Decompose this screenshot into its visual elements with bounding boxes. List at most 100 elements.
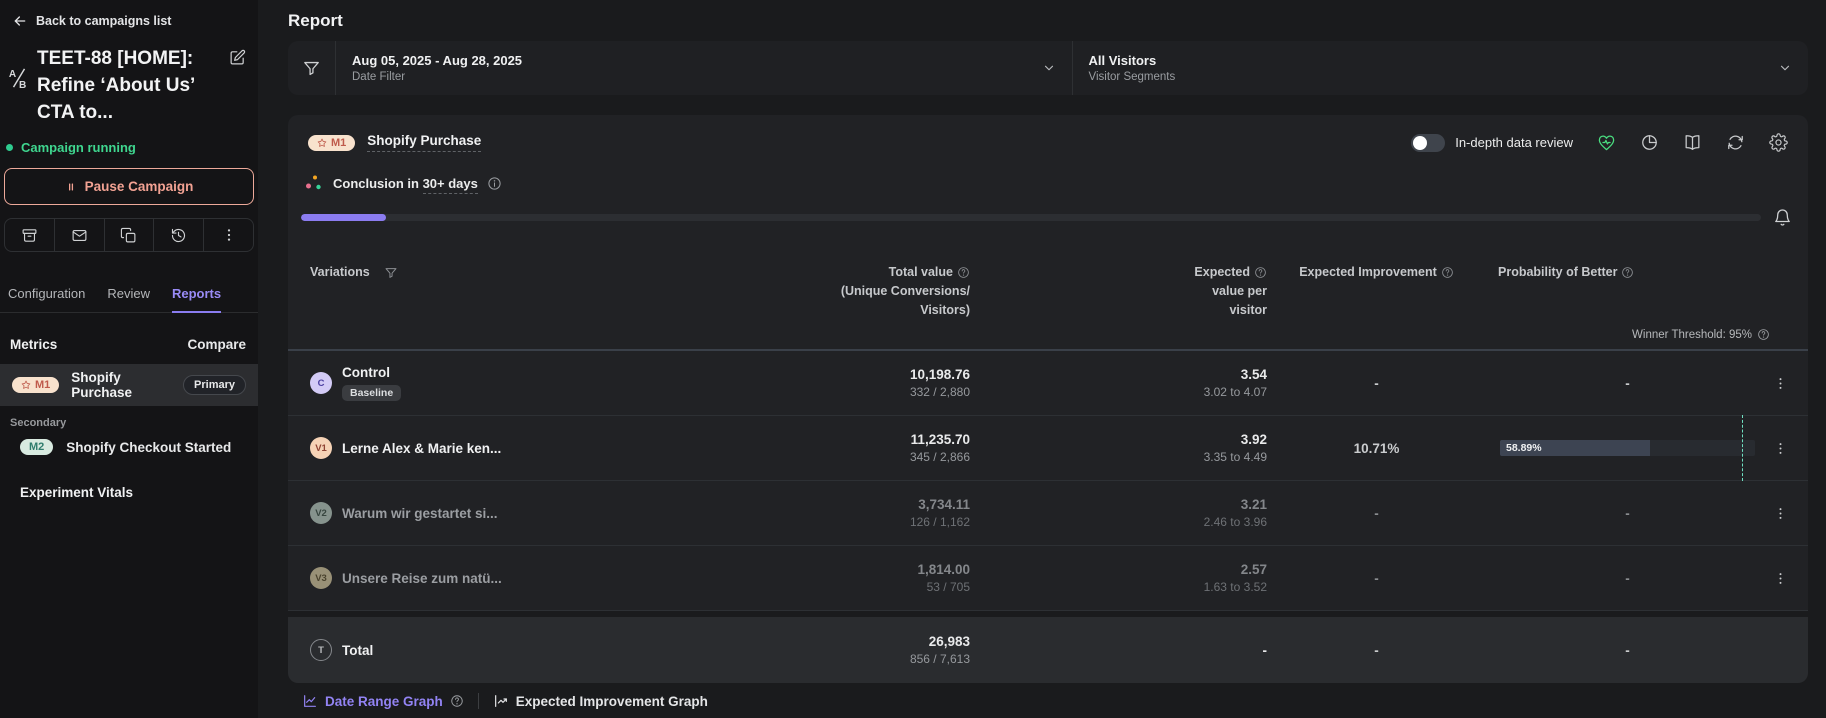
row-menu-kebab-icon[interactable]	[1770, 506, 1790, 521]
refresh-icon[interactable]	[1726, 133, 1745, 152]
question-icon[interactable]	[1441, 266, 1454, 279]
table-divider	[288, 349, 1808, 351]
variation-name: Control	[342, 365, 390, 380]
expected-value: -	[1262, 642, 1268, 658]
conversions-visitors: 345 / 2,866	[909, 450, 970, 464]
tab-date-range-graph[interactable]: Date Range Graph	[302, 693, 464, 709]
info-icon[interactable]	[487, 176, 502, 191]
tab-configuration[interactable]: Configuration	[8, 286, 86, 301]
metric-item-secondary[interactable]: M2 Shopify Checkout Started	[0, 429, 258, 455]
report-metric-badge: M1	[308, 134, 356, 151]
book-icon[interactable]	[1683, 133, 1702, 152]
chevron-down-icon	[1042, 61, 1056, 75]
metric-item-primary[interactable]: M1 Shopify Purchase Primary	[0, 364, 258, 406]
kebab-menu-icon	[221, 227, 237, 243]
probability-column-header: Probability of Better	[1486, 263, 1770, 282]
report-metric-name: Shopify Purchase	[367, 133, 482, 152]
status-dot-icon	[6, 144, 13, 151]
pause-button-label: Pause Campaign	[84, 179, 194, 194]
total-value: 26,983	[928, 634, 970, 649]
total-value: 3,734.11	[918, 497, 970, 512]
expected-improvement: -	[1374, 570, 1379, 586]
table-row-v3: V3 Unsere Reise zum natü... 1,814.00 53 …	[288, 546, 1808, 611]
expected-range: 2.46 to 3.96	[1203, 515, 1267, 529]
question-icon[interactable]	[1254, 266, 1267, 279]
total-value-column-header: Total value (Unique Conversions/ Visitor…	[840, 265, 970, 317]
pie-chart-icon[interactable]	[1640, 133, 1659, 152]
tri-dots-icon	[304, 173, 324, 193]
results-table-header: Variations Total value (Unique Conversio…	[288, 263, 1808, 320]
expected-improvement: 10.71%	[1353, 440, 1400, 456]
table-row-total: T Total 26,983 856 / 7,613 - - -	[288, 617, 1808, 683]
question-icon[interactable]	[957, 266, 970, 279]
back-to-campaigns-link[interactable]: Back to campaigns list	[0, 0, 258, 29]
primary-tag: Primary	[183, 375, 246, 395]
star-icon	[317, 138, 327, 148]
row-menu-kebab-icon[interactable]	[1770, 376, 1790, 391]
funnel-icon	[302, 59, 321, 78]
expected-value: 3.21	[1240, 497, 1267, 512]
mail-icon	[71, 227, 88, 244]
expected-improvement: -	[1374, 505, 1379, 521]
probability-value: -	[1625, 505, 1630, 521]
secondary-section-label: Secondary	[10, 417, 67, 429]
report-card: M1 Shopify Purchase In-depth data review	[288, 115, 1808, 683]
status-label: Campaign running	[21, 140, 136, 155]
archive-campaign-button[interactable]	[5, 219, 55, 251]
tab-expected-improvement-graph[interactable]: Expected Improvement Graph	[493, 693, 708, 709]
campaign-status: Campaign running	[0, 126, 258, 155]
total-value: 1,814.00	[917, 562, 970, 577]
row-menu-kebab-icon[interactable]	[1770, 571, 1790, 586]
metric-m1-badge: M1	[12, 377, 60, 393]
variation-badge: V3	[310, 567, 332, 589]
table-spacer	[288, 611, 1808, 617]
conversions-visitors: 332 / 2,880	[909, 385, 970, 399]
graph-tabs-divider	[477, 693, 479, 709]
table-row-control: C Control Baseline 10,198.76 332 / 2,880…	[288, 351, 1808, 416]
toggle-switch[interactable]	[1411, 133, 1446, 152]
probability-bar-track: 58.89%	[1500, 440, 1755, 456]
history-button[interactable]	[154, 219, 205, 251]
question-icon[interactable]	[1757, 328, 1770, 341]
expected-range: 1.63 to 3.52	[1203, 580, 1267, 594]
pause-campaign-button[interactable]: Pause Campaign	[4, 168, 254, 205]
expected-value-column-header: Expected value per visitor	[1194, 265, 1267, 317]
row-menu-kebab-icon[interactable]	[1770, 441, 1790, 456]
date-filter-dropdown[interactable]: Aug 05, 2025 - Aug 28, 2025 Date Filter	[336, 41, 1072, 95]
question-icon[interactable]	[1621, 266, 1634, 279]
tab-reports[interactable]: Reports	[171, 286, 222, 313]
variation-name: Lerne Alex & Marie ken...	[342, 440, 502, 456]
conclusion-label: Conclusion in	[333, 175, 419, 191]
question-icon[interactable]	[450, 694, 464, 708]
metrics-header-row: Metrics Compare	[0, 313, 258, 352]
in-depth-toggle[interactable]: In-depth data review	[1411, 133, 1573, 152]
variations-filter-icon[interactable]	[384, 266, 398, 280]
date-filter-value: Aug 05, 2025 - Aug 28, 2025	[352, 53, 523, 68]
tab-review[interactable]: Review	[107, 286, 150, 301]
expected-improvement-column-header: Expected Improvement	[1267, 263, 1486, 282]
metric-m2-badge: M2	[20, 439, 54, 455]
line-chart-icon	[302, 693, 318, 709]
probability-value: -	[1625, 375, 1630, 391]
duplicate-campaign-button[interactable]	[105, 219, 155, 251]
experiment-vitals-link[interactable]: Experiment Vitals	[20, 485, 134, 500]
compare-link[interactable]: Compare	[187, 337, 246, 352]
more-actions-button[interactable]	[204, 219, 253, 251]
email-report-button[interactable]	[55, 219, 105, 251]
filter-bar: Aug 05, 2025 - Aug 28, 2025 Date Filter …	[288, 41, 1808, 95]
svg-text:A: A	[9, 69, 17, 80]
filter-button[interactable]	[288, 41, 336, 95]
visitor-segments-dropdown[interactable]: All Visitors Visitor Segments	[1073, 41, 1809, 95]
health-heart-icon[interactable]	[1597, 133, 1616, 152]
variations-column-header: Variations	[310, 265, 370, 279]
probability-value: -	[1625, 570, 1630, 586]
metrics-header: Metrics	[10, 337, 58, 352]
edit-campaign-icon[interactable]	[229, 49, 246, 126]
expected-range: 3.02 to 4.07	[1203, 385, 1267, 399]
settings-gear-icon[interactable]	[1769, 133, 1788, 152]
conversions-visitors: 126 / 1,162	[909, 515, 970, 529]
campaign-title: TEET-88 [HOME]: Refine ‘About Us’ CTA to…	[37, 48, 195, 123]
bell-icon[interactable]	[1773, 208, 1792, 227]
copy-icon	[120, 227, 137, 244]
